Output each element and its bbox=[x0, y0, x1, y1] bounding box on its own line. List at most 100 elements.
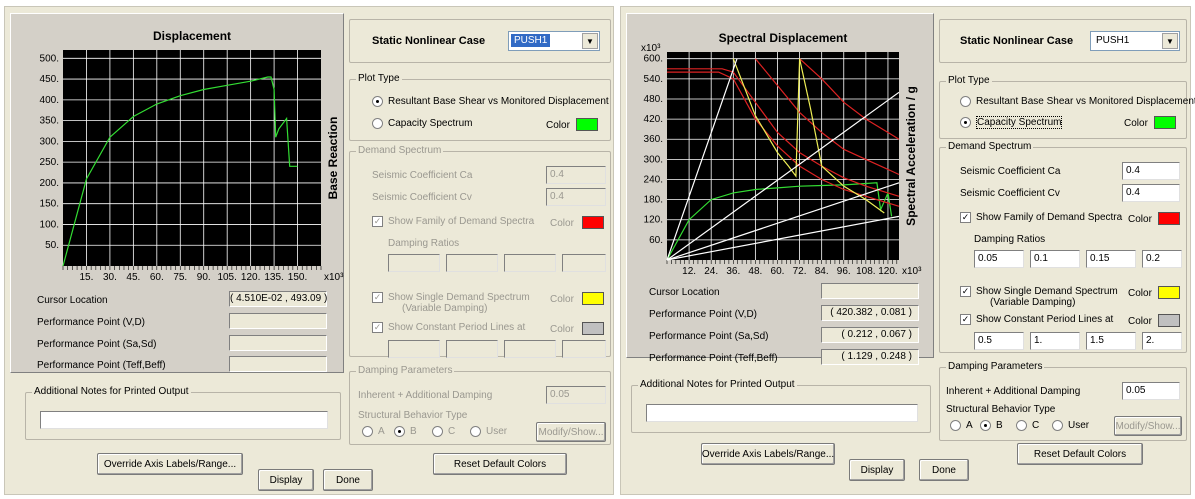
static-case-group: Static Nonlinear Case PUSH1 ▼ bbox=[349, 19, 611, 63]
behavior-user-label: User bbox=[1068, 420, 1090, 431]
const-color-swatch[interactable] bbox=[582, 322, 604, 335]
reset-colors-button[interactable]: Reset Default Colors bbox=[1017, 443, 1143, 465]
radio-dot[interactable] bbox=[960, 117, 971, 128]
period-line-input-4[interactable] bbox=[562, 340, 606, 358]
single-demand-series-line bbox=[732, 58, 885, 214]
display-button[interactable]: Display bbox=[258, 469, 314, 491]
damping-ratio-input-1[interactable]: 0.05 bbox=[974, 250, 1024, 268]
ca-input[interactable]: 0.4 bbox=[1122, 162, 1180, 180]
damping-ratio-input-2[interactable]: 0.1 bbox=[1030, 250, 1080, 268]
done-button[interactable]: Done bbox=[323, 469, 373, 491]
y-tick-label: 600. bbox=[644, 54, 663, 65]
behavior-radio-b[interactable]: B bbox=[394, 426, 417, 437]
y-tick-label: 200. bbox=[40, 178, 59, 189]
override-axis-button[interactable]: Override Axis Labels/Range... bbox=[701, 443, 835, 465]
family-color-swatch[interactable] bbox=[582, 216, 604, 229]
modify-show-button[interactable]: Modify/Show... bbox=[1114, 416, 1182, 436]
behavior-radio-a[interactable]: A bbox=[950, 420, 973, 431]
capacity-spectrum-chart[interactable]: Spectral Displacement 12. 24. 36. 48. 60. 72. 8… bbox=[627, 14, 935, 359]
period-line-input-1[interactable]: 0.5 bbox=[974, 332, 1024, 350]
checkbox-box[interactable]: ✓ bbox=[372, 216, 383, 227]
radio-dot[interactable] bbox=[1052, 420, 1063, 431]
show-constant-period-checkbox[interactable]: ✓ Show Constant Period Lines at bbox=[372, 322, 525, 333]
notes-input[interactable] bbox=[40, 411, 328, 429]
cursor-location-label: Cursor Location bbox=[37, 295, 108, 306]
damping-ratio-input-3[interactable] bbox=[504, 254, 556, 272]
checkbox-box[interactable]: ✓ bbox=[960, 314, 971, 325]
family-color-swatch[interactable] bbox=[1158, 212, 1180, 225]
inherent-damping-label: Inherent + Additional Damping bbox=[358, 390, 493, 401]
radio-dot[interactable] bbox=[372, 96, 383, 107]
damping-ratio-input-1[interactable] bbox=[388, 254, 440, 272]
displacement-chart[interactable]: Displacement 15. 30. 45. 60. 75. 90. 105. 120. 13… bbox=[11, 14, 345, 374]
ca-input[interactable]: 0.4 bbox=[546, 166, 606, 184]
cursor-location-label: Cursor Location bbox=[649, 287, 720, 298]
x-tick-label: 96. bbox=[837, 266, 851, 277]
radio-dot[interactable] bbox=[470, 426, 481, 437]
checkbox-box[interactable]: ✓ bbox=[372, 322, 383, 333]
show-single-demand-checkbox[interactable]: ✓ Show Single Demand Spectrum (Variable … bbox=[372, 292, 530, 314]
ca-label: Seismic Coefficient Ca bbox=[372, 170, 473, 181]
single-color-swatch[interactable] bbox=[1158, 286, 1180, 299]
plot-type-title: Plot Type bbox=[946, 75, 992, 86]
damping-ratio-input-2[interactable] bbox=[446, 254, 498, 272]
checkbox-box[interactable]: ✓ bbox=[372, 292, 383, 303]
checkbox-box[interactable]: ✓ bbox=[960, 286, 971, 297]
data-series-line bbox=[62, 76, 298, 267]
radio-resultant-base-shear[interactable]: Resultant Base Shear vs Monitored Displa… bbox=[960, 96, 1195, 107]
damping-ratio-input-3[interactable]: 0.15 bbox=[1086, 250, 1136, 268]
radio-resultant-label: Resultant Base Shear vs Monitored Displa… bbox=[976, 96, 1195, 107]
behavior-radio-b[interactable]: B bbox=[980, 420, 1003, 431]
override-axis-button[interactable]: Override Axis Labels/Range... bbox=[97, 453, 243, 475]
radio-capacity-spectrum[interactable]: Capacity Spectrum bbox=[372, 118, 472, 129]
radio-dot[interactable] bbox=[362, 426, 373, 437]
static-case-select[interactable]: PUSH1 ▼ bbox=[1090, 31, 1180, 51]
radio-dot[interactable] bbox=[372, 118, 383, 129]
done-button[interactable]: Done bbox=[919, 459, 969, 481]
inherent-damping-input[interactable]: 0.05 bbox=[1122, 382, 1180, 400]
show-constant-period-checkbox[interactable]: ✓ Show Constant Period Lines at bbox=[960, 314, 1113, 325]
capacity-color-swatch[interactable] bbox=[576, 118, 598, 131]
behavior-radio-user[interactable]: User bbox=[1052, 420, 1089, 431]
radio-dot[interactable] bbox=[980, 420, 991, 431]
radio-dot[interactable] bbox=[394, 426, 405, 437]
period-line-input-1[interactable] bbox=[388, 340, 440, 358]
period-line-input-4[interactable]: 2. bbox=[1142, 332, 1182, 350]
radio-dot[interactable] bbox=[432, 426, 443, 437]
damping-ratio-input-4[interactable] bbox=[562, 254, 606, 272]
radio-capacity-spectrum[interactable]: Capacity Spectrum bbox=[960, 116, 1063, 129]
cv-input[interactable]: 0.4 bbox=[1122, 184, 1180, 202]
period-line-input-2[interactable]: 1. bbox=[1030, 332, 1080, 350]
period-line-input-3[interactable] bbox=[504, 340, 556, 358]
period-line-input-2[interactable] bbox=[446, 340, 498, 358]
damping-ratio-input-4[interactable]: 0.2 bbox=[1142, 250, 1182, 268]
plot-type-group: Plot Type Resultant Base Shear vs Monito… bbox=[939, 75, 1195, 139]
chevron-down-icon[interactable]: ▼ bbox=[1162, 33, 1178, 49]
display-button[interactable]: Display bbox=[849, 459, 905, 481]
const-color-swatch[interactable] bbox=[1158, 314, 1180, 327]
behavior-radio-user[interactable]: User bbox=[470, 426, 507, 437]
radio-dot[interactable] bbox=[960, 96, 971, 107]
behavior-radio-c[interactable]: C bbox=[1016, 420, 1039, 431]
reset-colors-button[interactable]: Reset Default Colors bbox=[433, 453, 567, 475]
radio-dot[interactable] bbox=[950, 420, 961, 431]
radio-dot[interactable] bbox=[1016, 420, 1027, 431]
cv-input[interactable]: 0.4 bbox=[546, 188, 606, 206]
capacity-color-swatch[interactable] bbox=[1154, 116, 1176, 129]
chevron-down-icon[interactable]: ▼ bbox=[582, 33, 598, 49]
period-line-input-3[interactable]: 1.5 bbox=[1086, 332, 1136, 350]
single-color-swatch[interactable] bbox=[582, 292, 604, 305]
static-case-select[interactable]: PUSH1 ▼ bbox=[508, 31, 600, 51]
checkbox-box[interactable]: ✓ bbox=[960, 212, 971, 223]
radio-resultant-base-shear[interactable]: Resultant Base Shear vs Monitored Displa… bbox=[372, 96, 609, 107]
behavior-radio-c[interactable]: C bbox=[432, 426, 455, 437]
show-family-checkbox[interactable]: ✓ Show Family of Demand Spectra bbox=[372, 216, 534, 227]
notes-input[interactable] bbox=[646, 404, 918, 422]
modify-show-button[interactable]: Modify/Show... bbox=[536, 422, 606, 442]
inherent-damping-input[interactable]: 0.05 bbox=[546, 386, 606, 404]
plot-type-group: Plot Type Resultant Base Shear vs Monito… bbox=[349, 73, 611, 141]
behavior-radio-a[interactable]: A bbox=[362, 426, 385, 437]
show-family-checkbox[interactable]: ✓ Show Family of Demand Spectra bbox=[960, 212, 1122, 223]
notes-group: Additional Notes for Printed Output bbox=[631, 379, 931, 433]
show-single-demand-checkbox[interactable]: ✓ Show Single Demand Spectrum (Variable … bbox=[960, 286, 1118, 308]
